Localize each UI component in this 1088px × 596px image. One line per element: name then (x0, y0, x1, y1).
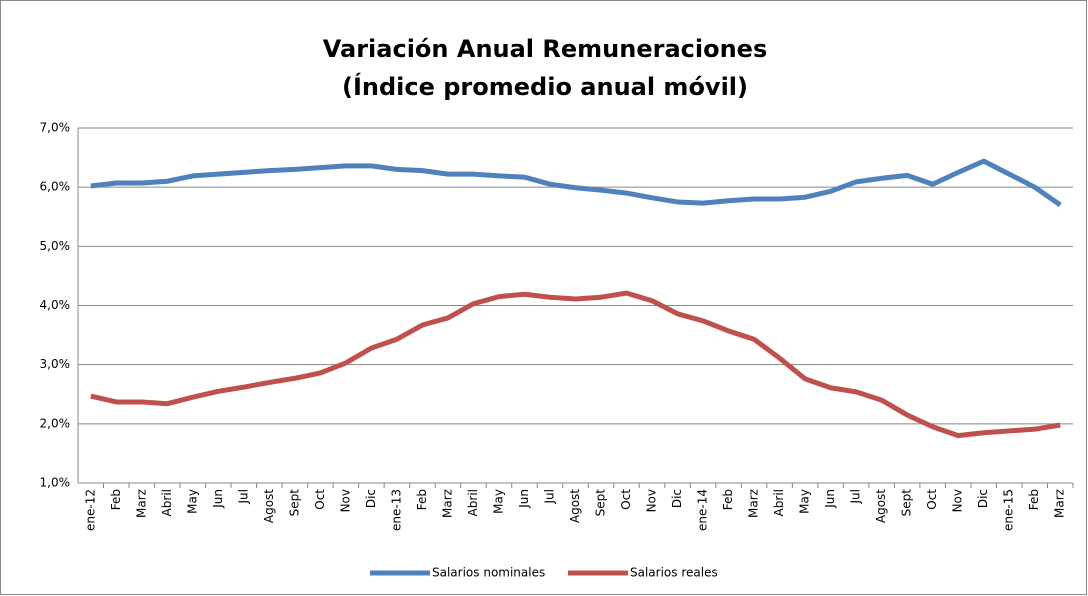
x-tick-label: Agost (262, 489, 276, 523)
x-tick-label: Dic (364, 489, 378, 508)
chart-title: Variación Anual Remuneraciones (323, 35, 767, 63)
x-tick-label: May (185, 489, 199, 514)
y-tick-label: 6,0% (40, 180, 71, 194)
x-tick-label: Oct (619, 489, 633, 510)
y-tick-label: 5,0% (40, 239, 71, 253)
x-tick-label: Oct (925, 489, 939, 510)
y-tick-label: 4,0% (40, 298, 71, 312)
x-tick-label: May (491, 489, 505, 514)
x-tick-label: Jul (849, 489, 863, 504)
x-tick-label: Sept (287, 489, 301, 517)
x-tick-label: Abril (160, 489, 174, 516)
x-tick-label: Sept (900, 489, 914, 517)
series-line (90, 158, 1062, 207)
y-tick-label: 2,0% (40, 416, 71, 430)
x-tick-label: Agost (874, 489, 888, 523)
x-tick-label: Feb (721, 489, 735, 510)
x-tick-label: Jun (823, 489, 837, 509)
x-tick-label: May (798, 489, 812, 514)
x-tick-label: Dic (670, 489, 684, 508)
y-tick-label: 7,0% (40, 121, 71, 135)
x-tick-label: Oct (313, 489, 327, 510)
x-tick-label: Jun (211, 489, 225, 509)
x-tick-label: Jun (517, 489, 531, 509)
x-tick-label: Jul (542, 489, 556, 504)
x-tick-label: Marz (134, 489, 148, 518)
x-tick-label: Agost (568, 489, 582, 523)
x-tick-label: Abril (772, 489, 786, 516)
x-tick-label: Marz (1053, 489, 1067, 518)
x-tick-label: Feb (415, 489, 429, 510)
x-tick-label: ene-13 (389, 489, 403, 531)
x-tick-label: Sept (594, 489, 608, 517)
x-tick-label: Feb (109, 489, 123, 510)
x-tick-label: Abril (466, 489, 480, 516)
x-tick-label: Marz (747, 489, 761, 518)
legend-label: Salarios nominales (432, 566, 545, 580)
x-tick-label: Nov (951, 489, 965, 512)
x-tick-label: Nov (338, 489, 352, 512)
x-tick-label: ene-14 (696, 489, 710, 531)
series-line (90, 290, 1061, 439)
x-tick-label: Marz (440, 489, 454, 518)
x-tick-label: ene-15 (1002, 489, 1016, 531)
y-tick-label: 3,0% (40, 357, 71, 371)
x-tick-label: Jul (236, 489, 250, 504)
x-tick-label: Nov (645, 489, 659, 512)
y-tick-label: 1,0% (40, 476, 71, 490)
x-tick-label: ene-12 (83, 489, 97, 531)
x-tick-label: Dic (976, 489, 990, 508)
x-tick-label: Feb (1027, 489, 1041, 510)
legend-label: Salarios reales (630, 566, 718, 580)
chart-title: (Índice promedio anual móvil) (342, 72, 748, 101)
